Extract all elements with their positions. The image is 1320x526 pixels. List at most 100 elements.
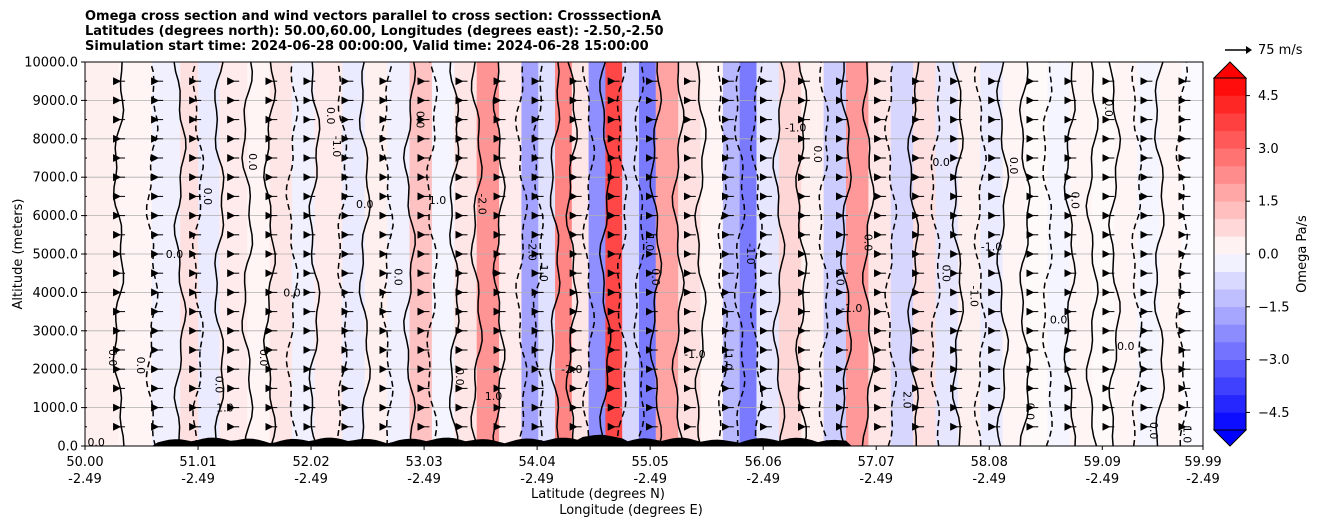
colorbar-label: Omega Pa/s xyxy=(1295,215,1310,293)
contour-line xyxy=(337,62,348,446)
colorbar-segment xyxy=(1214,236,1246,255)
colorbar-segment xyxy=(1214,412,1246,431)
contour-label: 1.0 xyxy=(643,234,656,252)
colorbar-tick-label: −1.5 xyxy=(1258,300,1290,315)
colorbar-tick-label: 1.5 xyxy=(1258,195,1279,210)
contour-line xyxy=(514,62,528,446)
contour-label: 0.0 xyxy=(833,268,846,286)
chart-title-line-1: Omega cross section and wind vectors par… xyxy=(85,9,662,24)
contour-label: 0.0 xyxy=(649,268,662,286)
y-tick-label: 7000.0 xyxy=(33,171,79,186)
contour-label: 0.0 xyxy=(861,234,874,252)
colorbar-segment xyxy=(1214,113,1246,132)
contour-label: 1.0 xyxy=(537,264,550,282)
contour-label: 0.0 xyxy=(932,156,950,169)
contour-line xyxy=(717,62,729,446)
contour-label: 0.0 xyxy=(453,368,466,386)
x-tick-label-latitude: 55.05 xyxy=(632,455,669,470)
y-axis-label: Altitude (meters) xyxy=(11,199,26,310)
contour-line xyxy=(1131,62,1143,446)
contour-line xyxy=(1041,62,1053,446)
colorbar-segment xyxy=(1214,148,1246,167)
x-tick-label-longitude: -2.49 xyxy=(294,472,328,487)
x-tick-label-longitude: -2.49 xyxy=(1085,472,1119,487)
x-axis-label-longitude: Longitude (degrees E) xyxy=(559,503,703,518)
contour-line xyxy=(649,62,663,446)
contour-label: 0.0 xyxy=(1117,340,1135,353)
x-tick-label-latitude: 52.02 xyxy=(292,455,329,470)
x-tick-label-longitude: -2.49 xyxy=(520,472,554,487)
contour-line xyxy=(749,62,764,446)
contour-line xyxy=(1085,62,1099,446)
x-tick-label-longitude: -2.49 xyxy=(407,472,441,487)
wind-vectors xyxy=(85,77,1191,431)
reference-vector-label: 75 m/s xyxy=(1258,43,1303,58)
colorbar-segment xyxy=(1214,324,1246,343)
contour-line xyxy=(694,62,707,446)
y-tick-label: 5000.0 xyxy=(33,248,79,263)
contour-line xyxy=(772,62,786,446)
colorbar-segment xyxy=(1214,130,1246,149)
contour-label: 0.0 xyxy=(1068,191,1081,209)
x-tick-label-latitude: 57.07 xyxy=(858,455,895,470)
y-tick-label: 6000.0 xyxy=(33,209,79,224)
contour-label: 0.0 xyxy=(1007,157,1020,175)
colorbar-segment xyxy=(1214,201,1246,220)
contour-label: 1.0 xyxy=(485,390,503,403)
contour-label: 1.0 xyxy=(429,194,447,207)
colorbar-segment xyxy=(1214,394,1246,413)
x-tick-label-latitude: 58.08 xyxy=(971,455,1008,470)
x-tick-label-longitude: -2.49 xyxy=(181,472,215,487)
colorbar-segment xyxy=(1214,254,1246,272)
contour-label: 1.0 xyxy=(721,353,734,371)
terrain-silhouette-path xyxy=(85,434,1203,446)
x-tick-label-latitude: 54.04 xyxy=(519,455,556,470)
colorbar-segment xyxy=(1214,166,1246,184)
colorbar-tick-label: −4.5 xyxy=(1258,406,1290,421)
contour-line xyxy=(581,62,596,446)
y-tick-label: 10000.0 xyxy=(24,56,78,71)
contour-line xyxy=(470,62,483,446)
contour-label: 0.0 xyxy=(201,188,214,206)
colorbar: 4.5 3.0 1.5 0.0 −1.5 −3.0 −4.5 xyxy=(1212,61,1290,447)
colorbar-tick-label: 3.0 xyxy=(1258,142,1279,157)
x-tick-label-longitude: -2.49 xyxy=(633,472,667,487)
contour-line xyxy=(1018,62,1031,446)
x-axis-ticks: 50.00 -2.49 51.01 -2.49 52.02 -2.49 53.03 -2.49… xyxy=(66,446,1222,487)
contour-label: -1.0 xyxy=(330,136,343,157)
contour-label: -2.0 xyxy=(475,193,488,214)
x-tick-label-latitude: 50.00 xyxy=(66,455,103,470)
contour-labels: 0.0 0.0 0.0 0.0 0.0 0.0 1.0 0.0 0.0 0.0 0.0 -1.0 0.0… xyxy=(87,99,1193,449)
contour-label: -1.0 xyxy=(684,348,705,361)
contour-label: 0.0 xyxy=(1102,99,1115,117)
x-tick-label-latitude: 59.99 xyxy=(1184,455,1221,470)
x-axis-label-latitude: Latitude (degrees N) xyxy=(531,487,665,502)
contour-label: 2.0 xyxy=(901,391,914,409)
contour-line xyxy=(598,62,612,446)
contour-label: 0.0 xyxy=(324,107,337,125)
contour-label: 0.0 xyxy=(811,145,824,163)
contour-line xyxy=(358,62,371,446)
x-tick-label-latitude: 59.09 xyxy=(1084,455,1121,470)
colorbar-extend-min xyxy=(1212,429,1248,447)
contour-line xyxy=(285,62,299,446)
x-tick-label-longitude: -2.49 xyxy=(68,472,102,487)
x-tick-label-longitude: -2.49 xyxy=(972,472,1006,487)
y-tick-label: 9000.0 xyxy=(33,94,79,109)
x-tick-label-longitude: -2.49 xyxy=(859,472,893,487)
contour-label: 0.0 xyxy=(1050,313,1068,326)
contour-line xyxy=(173,62,187,446)
contour-line xyxy=(448,62,460,446)
colorbar-segment xyxy=(1214,289,1246,308)
contour-label: 0.0 xyxy=(940,264,953,282)
contour-label: 0.0 xyxy=(87,436,105,449)
contour-label: 1.0 xyxy=(1180,426,1193,444)
contour-label: 0.0 xyxy=(283,286,301,299)
contour-line xyxy=(818,62,829,446)
reference-vector-arrow-head xyxy=(1246,46,1252,54)
x-tick-label-latitude: 53.03 xyxy=(405,455,442,470)
contour-line xyxy=(549,62,561,446)
colorbar-segment xyxy=(1214,78,1246,96)
colorbar-tick-label: 0.0 xyxy=(1258,248,1279,263)
